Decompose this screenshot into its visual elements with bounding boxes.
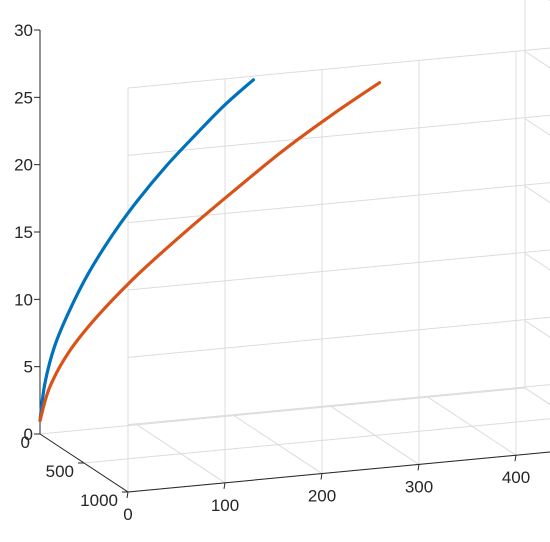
y-tick-label: 0 [21,433,30,452]
x-axis-line [127,451,550,493]
x-tick-mark [417,464,420,471]
grid-line [127,182,550,224]
x-tick-label: 100 [211,496,239,515]
x-tick-mark [514,455,517,462]
grid-lines [39,0,550,493]
grid-line [524,387,550,406]
x-tick-label: 200 [308,487,336,506]
z-tick-label: 15 [14,223,33,242]
grid-line [524,252,550,271]
z-tick-label: 20 [14,156,33,175]
z-tick-label: 10 [14,290,33,309]
grid-line [548,0,550,2]
y-tick-label: 1000 [80,491,118,510]
grid-line [83,418,550,464]
grid-line [127,249,550,291]
x-tick-mark [126,491,129,499]
grid-line [39,387,526,435]
series-lines [38,78,382,423]
grid-line [127,47,550,89]
series-line-2 [38,81,382,423]
z-tick-label: 0 [24,425,33,444]
x-tick-label: 400 [502,468,530,487]
x-tick-mark [320,473,323,480]
x-tick-label: 300 [405,477,433,496]
grid-line [524,185,550,204]
x-tick-mark [223,482,226,489]
z-tick-label: 30 [14,21,33,40]
x-tick-label: 0 [123,505,132,524]
grid-line [524,320,550,338]
grid-line [127,114,550,156]
grid-line [127,316,550,358]
grid-line [524,50,550,69]
z-tick-label: 5 [24,358,33,377]
series-line-1 [38,78,255,423]
tick-labels: 010020030040050005001000051015202530 [14,21,530,524]
z-tick-label: 25 [14,88,33,107]
grid-line [524,118,550,136]
grid-line [127,384,550,426]
axes [34,29,550,499]
y-tick-label: 500 [46,462,74,481]
